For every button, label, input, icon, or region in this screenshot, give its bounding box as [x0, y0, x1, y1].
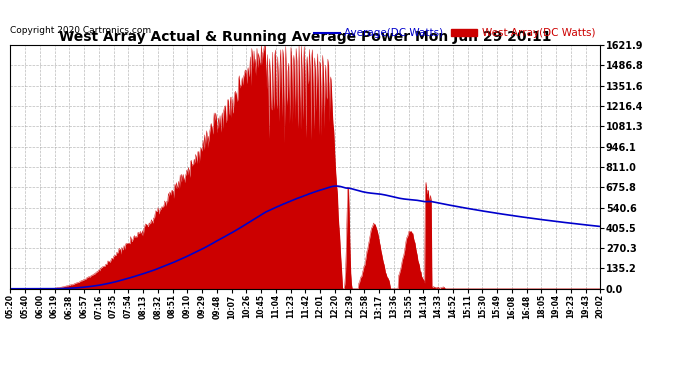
Legend: Average(DC Watts), West Array(DC Watts): Average(DC Watts), West Array(DC Watts): [314, 28, 595, 38]
Title: West Array Actual & Running Average Power Mon Jun 29 20:11: West Array Actual & Running Average Powe…: [59, 30, 551, 44]
Text: Copyright 2020 Cartronics.com: Copyright 2020 Cartronics.com: [10, 26, 152, 35]
